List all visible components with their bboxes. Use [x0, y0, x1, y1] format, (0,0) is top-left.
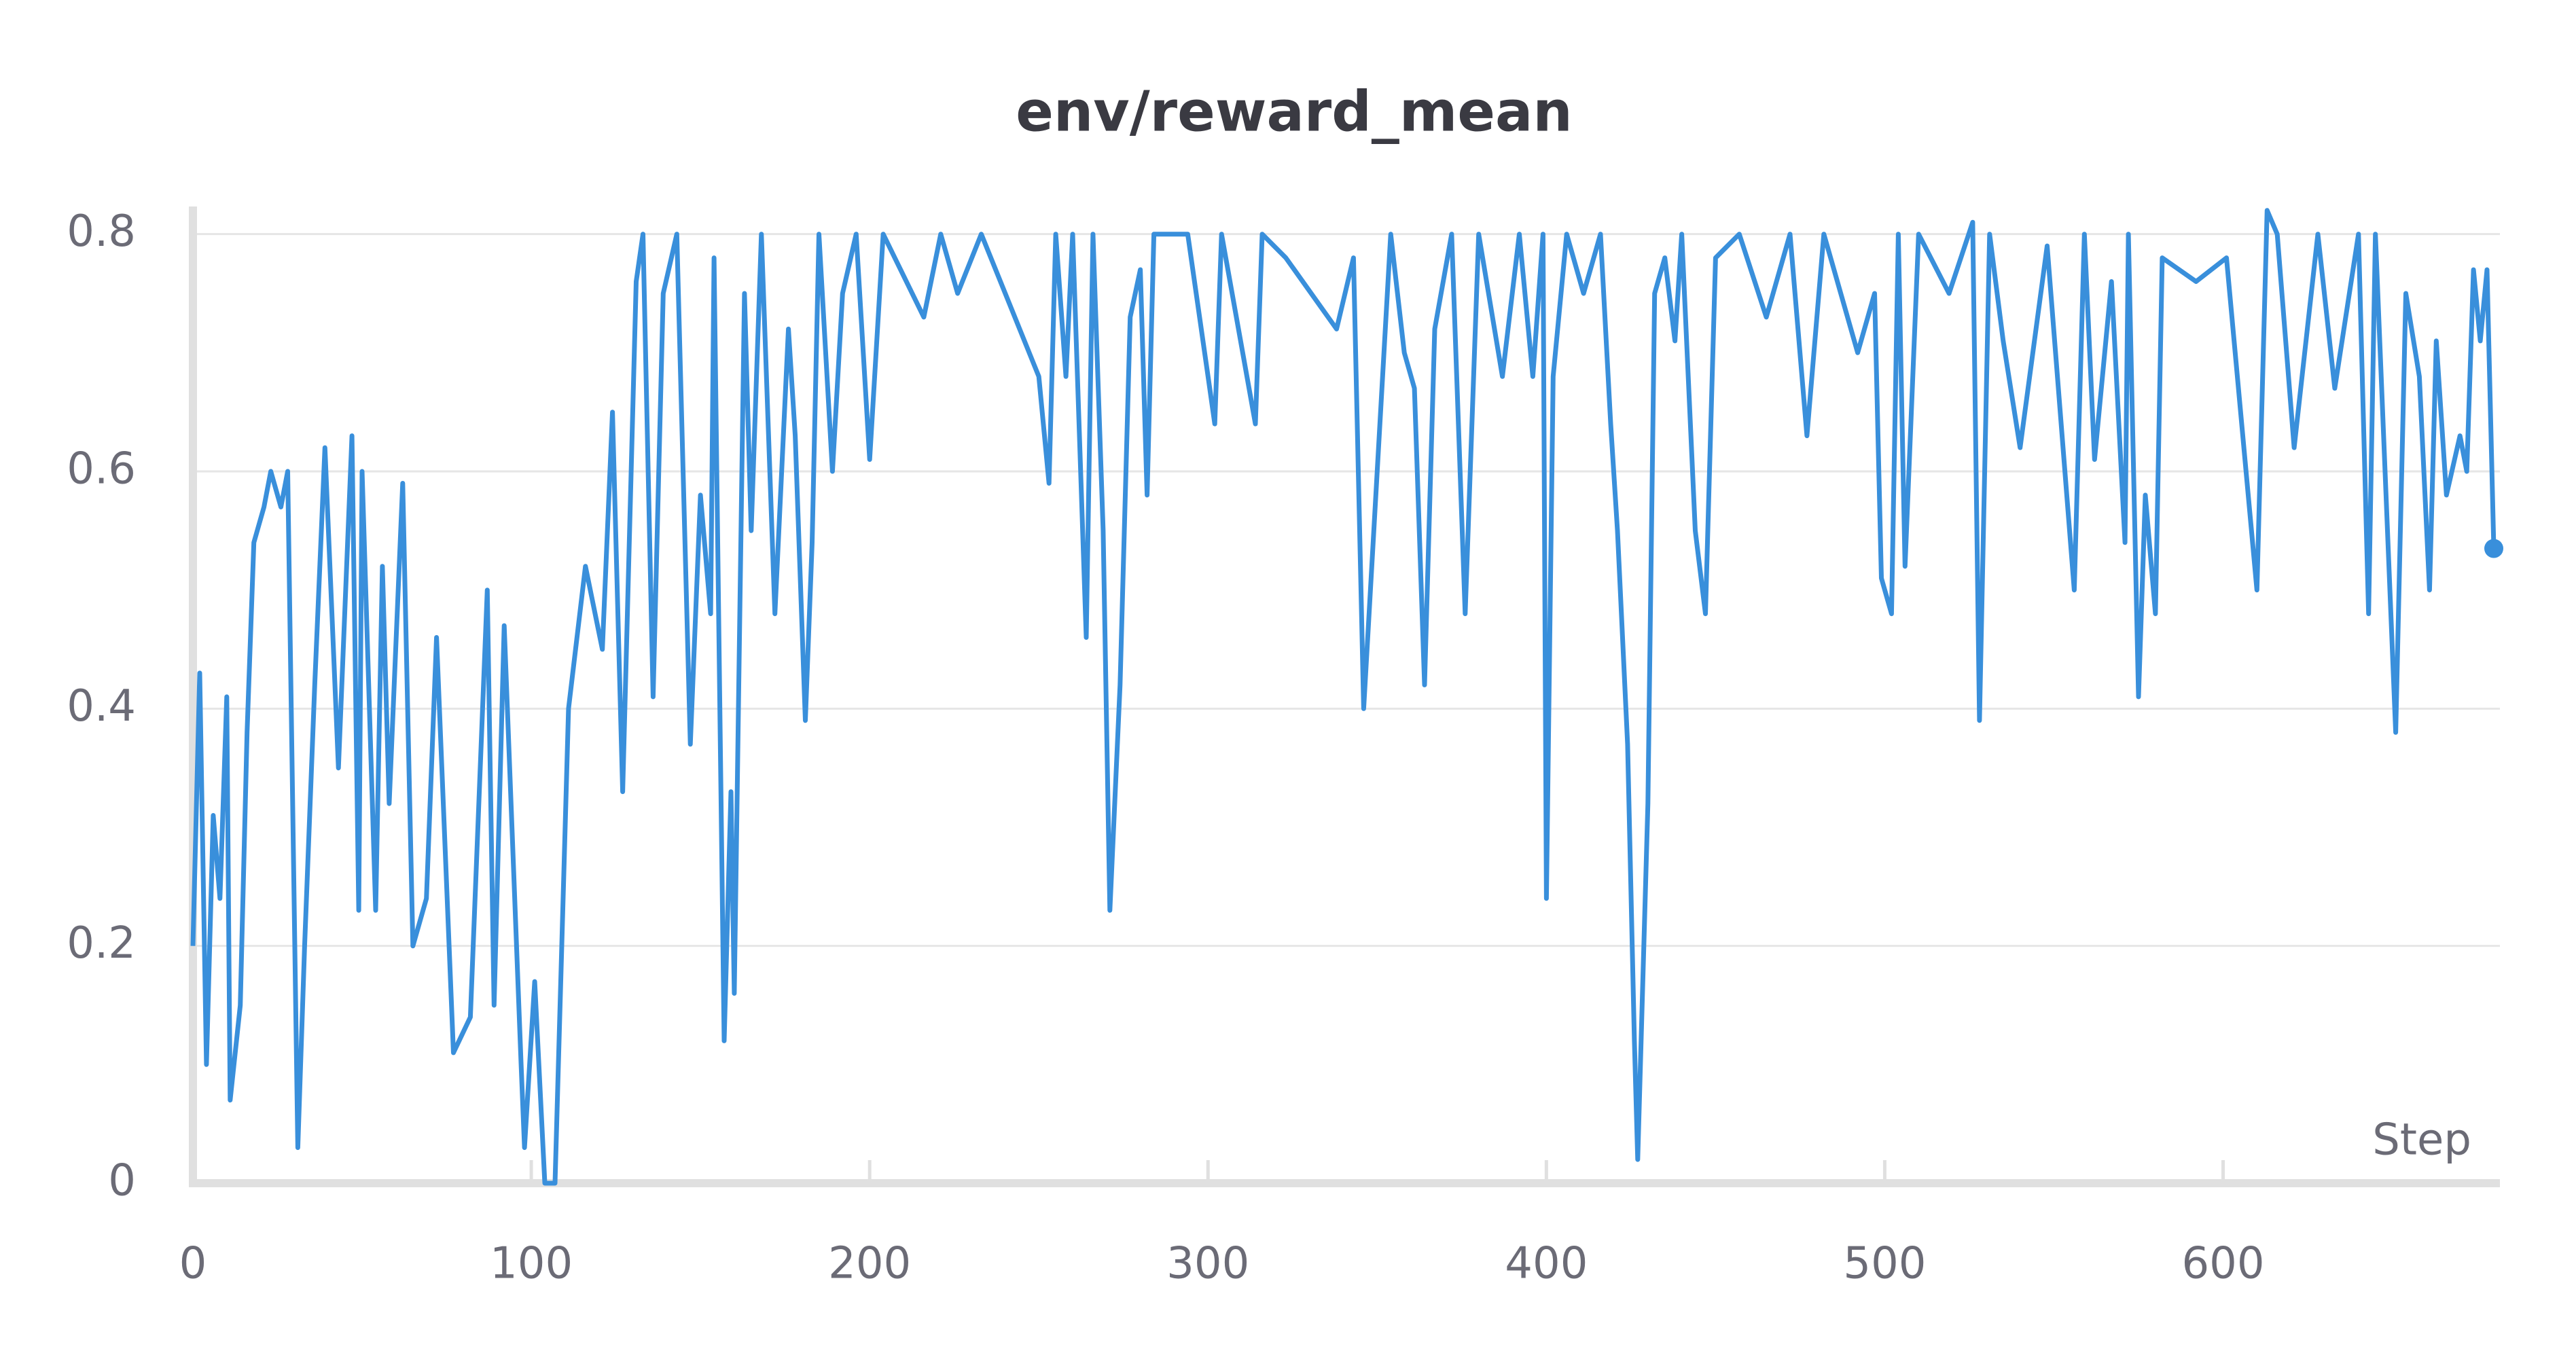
- x-tick-label: 400: [1505, 1239, 1588, 1289]
- y-tick-label: 0.4: [67, 681, 136, 732]
- x-tick-label: 100: [490, 1239, 573, 1289]
- x-tick-label: 300: [1166, 1239, 1249, 1289]
- x-tick-label: 200: [828, 1239, 911, 1289]
- x-tick-label: 500: [1843, 1239, 1926, 1289]
- x-tick-label: 600: [2181, 1239, 2264, 1289]
- chart-title: env/reward_mean: [1016, 79, 1572, 144]
- line-series: [190, 208, 2497, 1186]
- end-point: [2484, 539, 2503, 558]
- x-axis-label: Step: [2372, 1115, 2471, 1166]
- y-tick-label: 0.8: [67, 206, 136, 257]
- x-tick-label: 0: [179, 1239, 207, 1289]
- y-tick-label: 0.6: [67, 444, 136, 494]
- y-tick-label: 0: [108, 1156, 136, 1206]
- y-tick-label: 0.2: [67, 918, 136, 969]
